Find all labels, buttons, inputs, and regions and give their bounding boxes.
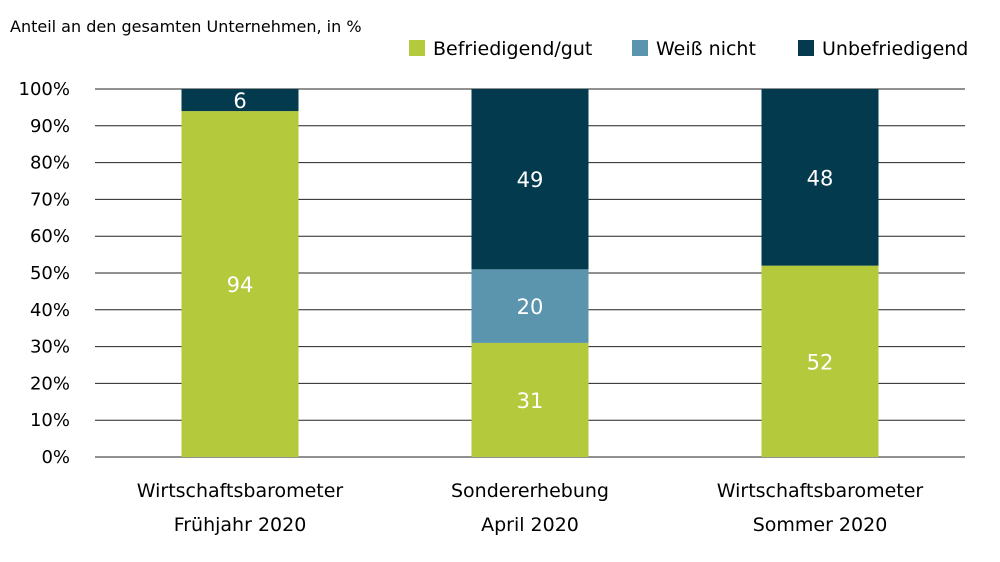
y-tick-label: 60% (30, 226, 70, 247)
y-axis-label: Anteil an den gesamten Unternehmen, in % (10, 17, 362, 36)
data-label: 49 (517, 168, 544, 192)
bar-segment (471, 269, 589, 343)
bars: 94 6 31 20 49 52 48 (181, 89, 879, 457)
legend-swatch (798, 40, 814, 56)
bar-segment (181, 89, 299, 112)
y-tick-label: 20% (30, 373, 70, 394)
legend-swatch (632, 40, 648, 56)
legend-swatch (409, 40, 425, 56)
y-tick-label: 0% (41, 447, 70, 468)
bar-segment (471, 89, 589, 270)
legend-label: Befriedigend/gut (433, 38, 592, 60)
y-tick-label: 80% (30, 153, 70, 174)
bar-segment (181, 111, 299, 457)
y-tick-label: 70% (30, 189, 70, 210)
data-label: 48 (807, 166, 834, 190)
legend: Befriedigend/gut Weiß nicht Unbefriedigend (409, 38, 968, 60)
x-axis-categories: Wirtschaftsbarometer Frühjahr 2020 Sondere… (137, 480, 924, 536)
y-axis-ticks: 0% 10% 20% 30% 40% 50% 60% 70% 80% 90% 100% (19, 79, 70, 468)
x-category-label: Sommer 2020 (753, 514, 888, 536)
bar-segment (761, 265, 879, 457)
x-category-label: Sondererhebung (451, 480, 609, 502)
y-tick-label: 10% (30, 410, 70, 431)
y-tick-label: 40% (30, 300, 70, 321)
data-label: 20 (517, 295, 544, 319)
y-tick-label: 100% (19, 79, 70, 100)
x-category-label: April 2020 (481, 514, 579, 536)
bar-segment (471, 342, 589, 457)
legend-label: Weiß nicht (656, 38, 756, 60)
legend-label: Unbefriedigend (822, 38, 968, 60)
data-label: 52 (807, 350, 834, 374)
bar-segment (761, 89, 879, 266)
x-category-label: Frühjahr 2020 (174, 514, 307, 536)
data-label: 31 (517, 389, 544, 413)
x-category-label: Wirtschaftsbarometer (717, 480, 924, 502)
x-category-label: Wirtschaftsbarometer (137, 480, 344, 502)
y-tick-label: 50% (30, 263, 70, 284)
y-tick-label: 90% (30, 116, 70, 137)
y-tick-label: 30% (30, 337, 70, 358)
data-label: 6 (233, 89, 246, 113)
data-label: 94 (227, 273, 254, 297)
